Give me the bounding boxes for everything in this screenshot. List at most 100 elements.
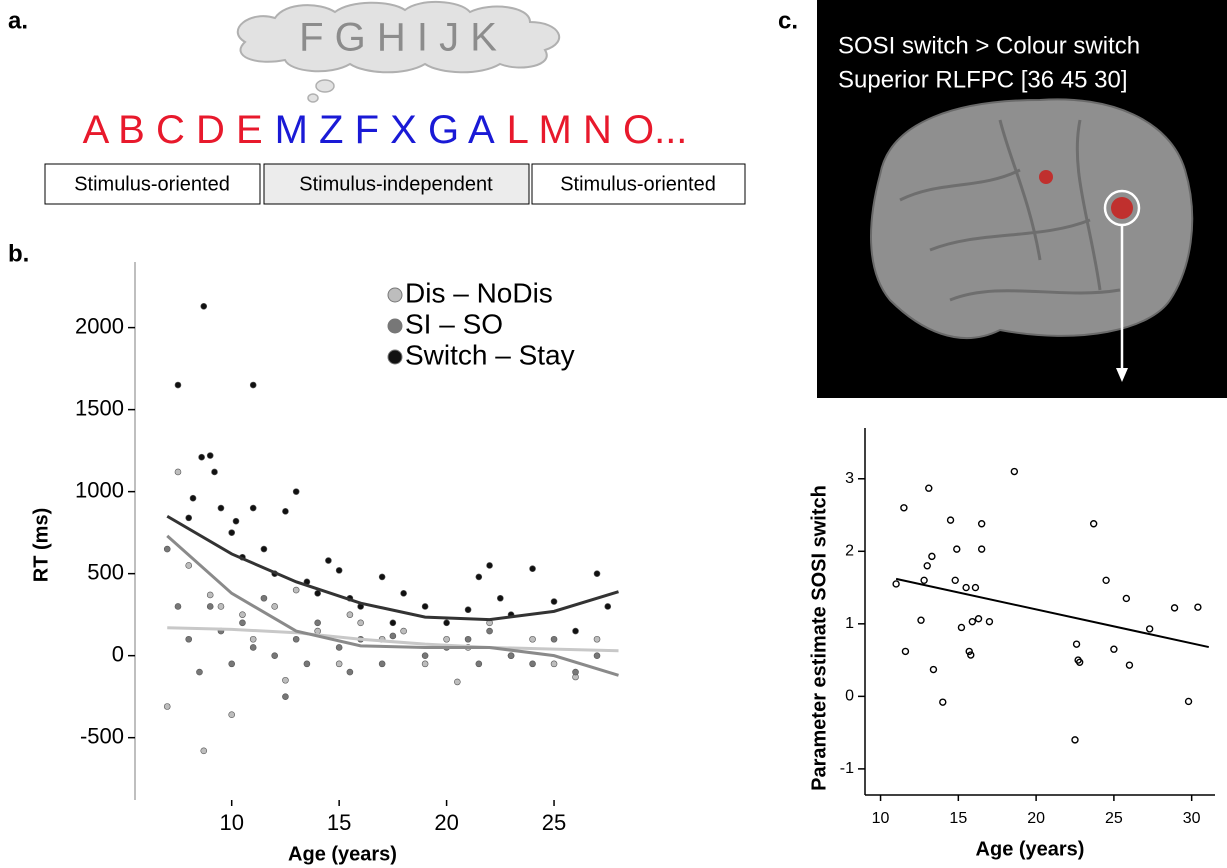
- point: [1011, 469, 1017, 475]
- point: [1103, 577, 1109, 583]
- point: [422, 661, 428, 667]
- point: [476, 661, 482, 667]
- point: [272, 653, 278, 659]
- y-tick-label: 0: [112, 641, 124, 666]
- point: [229, 661, 235, 667]
- point: [594, 571, 600, 577]
- point: [972, 585, 978, 591]
- point: [229, 530, 235, 536]
- point: [1072, 737, 1078, 743]
- y-tick-label: -1: [840, 760, 854, 777]
- point: [347, 669, 353, 675]
- point: [250, 505, 256, 511]
- point: [282, 677, 288, 683]
- point: [207, 603, 213, 609]
- point: [893, 581, 899, 587]
- point: [190, 495, 196, 501]
- point: [196, 669, 202, 675]
- point: [272, 603, 278, 609]
- point: [293, 489, 299, 495]
- point: [336, 567, 342, 573]
- point: [304, 661, 310, 667]
- point: [930, 667, 936, 673]
- point: [1123, 595, 1129, 601]
- point: [201, 748, 207, 754]
- legend-marker: [388, 319, 402, 333]
- point: [164, 704, 170, 710]
- x-tick-label: 25: [1105, 810, 1123, 827]
- y-tick-label: 2000: [75, 313, 124, 338]
- legend-label: Dis – NoDis: [405, 277, 553, 308]
- legend-marker: [388, 350, 402, 364]
- point: [201, 303, 207, 309]
- letter-group: A B C D E: [83, 108, 263, 152]
- point: [551, 599, 557, 605]
- point: [952, 577, 958, 583]
- point: [282, 508, 288, 514]
- point: [444, 636, 450, 642]
- activation: [1039, 170, 1053, 184]
- image-caption: Superior RLFPC [36 45 30]: [838, 66, 1128, 93]
- point: [379, 574, 385, 580]
- point: [229, 712, 235, 718]
- point: [422, 653, 428, 659]
- point: [175, 382, 181, 388]
- point: [508, 653, 514, 659]
- y-tick-label: 1000: [75, 477, 124, 502]
- point: [239, 620, 245, 626]
- point: [207, 592, 213, 598]
- legend-label: SI – SO: [405, 308, 503, 339]
- point: [954, 546, 960, 552]
- point: [186, 562, 192, 568]
- point: [476, 574, 482, 580]
- activation: [1111, 197, 1133, 219]
- letter-group: L M N O...: [507, 108, 688, 152]
- point: [175, 603, 181, 609]
- y-tick-label: -500: [80, 723, 124, 748]
- x-axis-label: Age (years): [976, 838, 1085, 860]
- point: [487, 628, 493, 634]
- x-tick-label: 15: [327, 810, 351, 835]
- y-tick-label: 500: [87, 559, 124, 584]
- y-tick-label: 1500: [75, 395, 124, 420]
- point: [958, 624, 964, 630]
- y-axis-label: Parameter estimate SOSI switch: [808, 485, 830, 791]
- x-tick-label: 20: [1027, 810, 1045, 827]
- point: [186, 515, 192, 521]
- point: [401, 628, 407, 634]
- y-tick-label: 3: [845, 470, 854, 487]
- y-tick-label: 0: [845, 688, 854, 705]
- figure: a. b. c. F G H I J K A B C D EM Z F X G …: [0, 0, 1227, 868]
- x-tick-label: 10: [219, 810, 243, 835]
- point: [422, 603, 428, 609]
- point: [924, 563, 930, 569]
- point: [261, 546, 267, 552]
- point: [199, 454, 205, 460]
- point: [293, 587, 299, 593]
- box-label: Stimulus-oriented: [74, 173, 230, 195]
- point: [1172, 605, 1178, 611]
- x-tick-label: 25: [542, 810, 566, 835]
- point: [390, 620, 396, 626]
- legend-label: Switch – Stay: [405, 339, 575, 370]
- point: [551, 661, 557, 667]
- point: [218, 603, 224, 609]
- point: [487, 562, 493, 568]
- panel-label: b.: [8, 240, 29, 267]
- point: [1091, 521, 1097, 527]
- point: [325, 558, 331, 564]
- point: [948, 517, 954, 523]
- point: [347, 612, 353, 618]
- point: [261, 595, 267, 601]
- point: [315, 620, 321, 626]
- point: [239, 612, 245, 618]
- point: [573, 628, 579, 634]
- point: [605, 603, 611, 609]
- thought-letters: F G H I J K: [299, 16, 497, 60]
- point: [336, 644, 342, 650]
- x-tick-label: 30: [1183, 810, 1201, 827]
- point: [963, 585, 969, 591]
- point: [1186, 698, 1192, 704]
- point: [901, 505, 907, 511]
- point: [1074, 641, 1080, 647]
